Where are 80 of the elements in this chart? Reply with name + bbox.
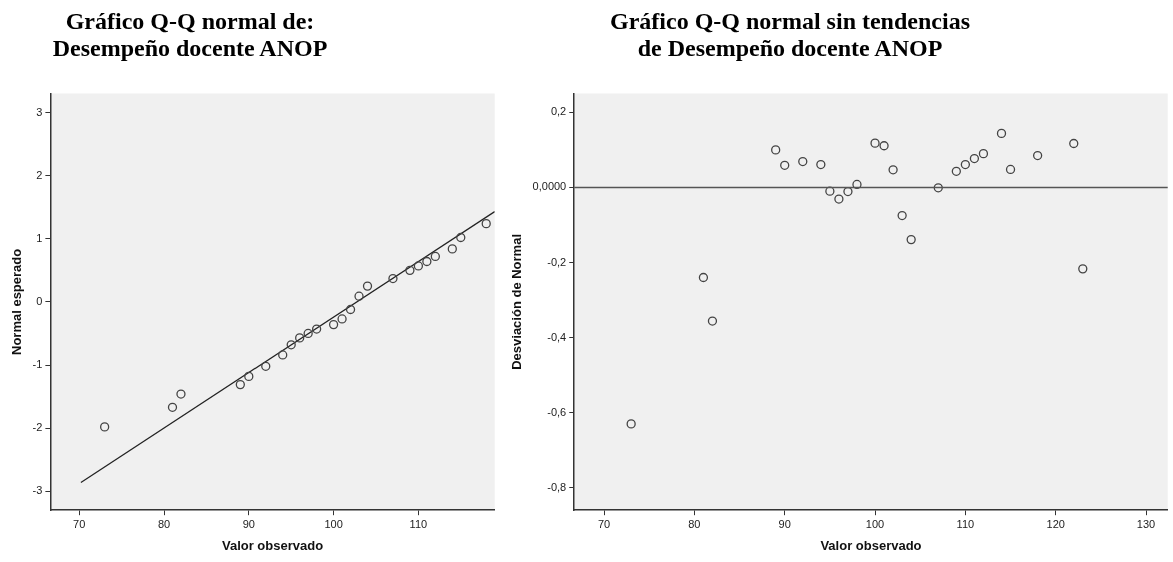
point	[413, 261, 424, 271]
point	[388, 273, 398, 284]
y-tick-label: 0,0000	[532, 180, 567, 193]
point	[1069, 138, 1079, 149]
x-tick-label: 110	[956, 517, 975, 530]
point	[235, 379, 245, 390]
y-tick-label: -0,6	[547, 405, 567, 418]
point	[852, 179, 862, 190]
point	[870, 138, 880, 148]
y-tick-label: -1	[32, 358, 43, 371]
x-tick-label: 130	[1136, 517, 1156, 530]
point	[978, 149, 989, 159]
point	[295, 333, 305, 343]
point	[100, 422, 110, 432]
point	[1032, 150, 1043, 161]
point	[771, 145, 781, 155]
x-tick-label: 80	[688, 517, 701, 530]
point	[337, 314, 347, 324]
point	[951, 166, 961, 176]
point	[780, 160, 790, 170]
point	[933, 183, 943, 193]
chart-title: Gráfico Q-Q normal de: Desempeño docente ANOP	[51, 7, 329, 63]
point	[481, 218, 491, 229]
y-tick-label: 2	[36, 168, 43, 181]
point	[362, 281, 373, 291]
point	[707, 316, 718, 326]
point	[176, 389, 186, 399]
y-tick-label: -2	[32, 421, 43, 434]
y-tick-label: 0	[36, 294, 43, 307]
point	[167, 402, 178, 412]
y-tick-label: 0,2	[550, 105, 567, 118]
point	[906, 234, 916, 245]
y-axis-title: Desviación de Normal	[509, 233, 525, 370]
point	[1005, 164, 1016, 175]
point	[825, 186, 835, 196]
x-tick-label: 90	[242, 517, 255, 530]
point	[430, 251, 440, 262]
x-tick-label: 110	[409, 517, 428, 530]
y-tick-label: 1	[36, 231, 43, 244]
y-axis-title: Normal esperado	[9, 248, 25, 355]
x-tick-label: 70	[73, 517, 86, 530]
x-tick-label: 80	[157, 517, 171, 530]
x-tick-label: 100	[324, 517, 343, 530]
point	[456, 232, 466, 243]
point	[960, 159, 971, 170]
y-tick-label: -0,8	[547, 480, 567, 493]
point	[996, 128, 1007, 139]
point	[244, 371, 254, 382]
chart-title: Gráfico Q-Q normal sin tendencias de Desempeño docente ANOP	[609, 7, 971, 63]
point	[698, 272, 709, 283]
point	[261, 361, 271, 371]
point	[345, 304, 356, 315]
y-tick-label: 3	[36, 105, 43, 118]
point	[969, 153, 980, 164]
point	[311, 324, 322, 334]
x-axis-title: Valor observado	[221, 537, 324, 553]
point	[1078, 264, 1088, 274]
x-axis-title: Valor observado	[820, 537, 922, 553]
point	[405, 265, 415, 275]
point	[354, 291, 364, 301]
point	[303, 328, 313, 339]
point	[834, 194, 844, 204]
y-tick-label: -0,2	[547, 255, 567, 268]
point	[328, 319, 339, 330]
point	[626, 419, 636, 429]
x-tick-label: 90	[778, 517, 791, 530]
y-tick-label: -0,4	[547, 330, 567, 343]
point	[879, 141, 889, 151]
point	[816, 159, 826, 170]
point	[888, 165, 898, 175]
point	[278, 350, 288, 360]
point	[422, 256, 432, 267]
point	[447, 244, 457, 254]
x-tick-label: 120	[1046, 517, 1065, 530]
x-tick-label: 100	[865, 517, 885, 530]
x-tick-label: 70	[597, 517, 611, 530]
y-tick-label: -3	[32, 484, 43, 497]
point	[798, 156, 808, 167]
point	[897, 210, 907, 221]
point	[286, 340, 296, 350]
